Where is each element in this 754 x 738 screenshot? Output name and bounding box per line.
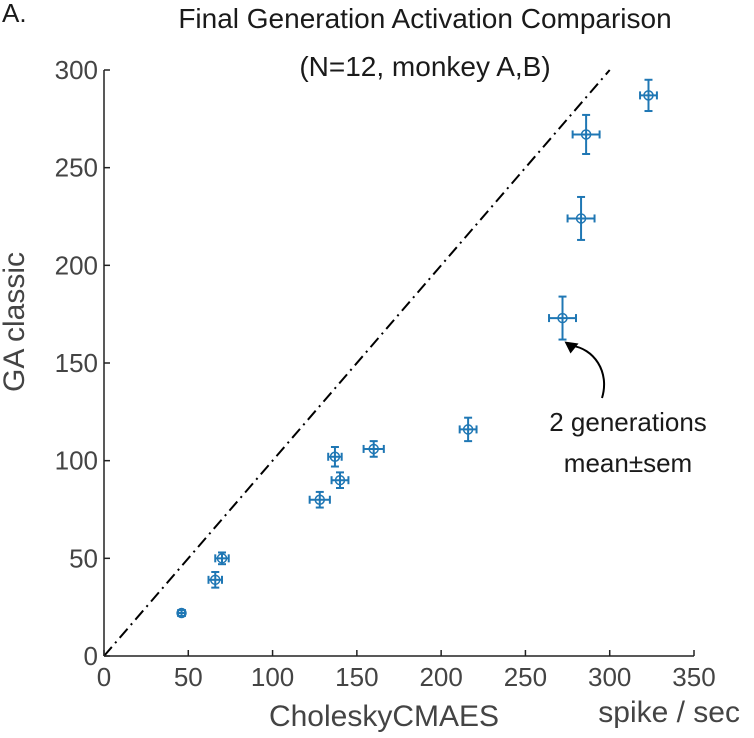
annotation-line-1: 2 generations <box>549 407 707 437</box>
point-marker <box>462 424 474 435</box>
annotation-line-2: mean±sem <box>564 448 692 478</box>
point-marker <box>210 574 221 586</box>
reference-line <box>103 69 611 657</box>
data-point <box>458 416 478 443</box>
data-point <box>362 440 385 458</box>
panel-label: A. <box>2 0 27 28</box>
data-point <box>327 445 343 468</box>
point-marker <box>580 129 592 140</box>
y-tick-label: 50 <box>69 543 98 573</box>
axes: 0 50 100 150 200 250 300 350 0 50 100 150 200 250 300 <box>55 55 716 692</box>
x-tick-label: 100 <box>251 662 294 692</box>
data-points <box>176 78 658 619</box>
annotation-arrowhead <box>564 341 579 354</box>
data-point <box>571 113 601 155</box>
point-marker <box>314 494 326 505</box>
y-tick-label: 200 <box>55 250 98 280</box>
data-point <box>207 571 223 589</box>
annotation-arrow <box>570 344 605 399</box>
x-tick-label: 0 <box>97 662 111 692</box>
x-tick-label: 300 <box>588 662 631 692</box>
y-tick-label: 100 <box>55 446 98 476</box>
annotation: 2 generations mean±sem <box>549 341 707 478</box>
y-axis-label: GA classic <box>0 252 31 392</box>
data-point <box>548 295 577 341</box>
point-marker <box>643 90 654 101</box>
x-axis-label: CholeskyCMAES <box>269 700 499 733</box>
chart-subtitle: (N=12, monkey A,B) <box>299 51 550 82</box>
point-marker <box>334 474 346 486</box>
point-marker <box>176 607 187 619</box>
y-tick-label: 150 <box>55 348 98 378</box>
data-point <box>308 490 331 509</box>
x-tick-label: 200 <box>419 662 462 692</box>
y-tick-label: 0 <box>84 641 98 671</box>
point-marker <box>575 213 587 224</box>
y-tick-label: 300 <box>55 55 98 85</box>
data-point <box>330 471 350 490</box>
x-tick-label: 250 <box>504 662 547 692</box>
data-point <box>566 195 596 241</box>
x-tick-label: 150 <box>335 662 378 692</box>
point-marker <box>557 312 568 324</box>
identity-reference-line <box>103 69 611 657</box>
point-marker <box>329 451 341 463</box>
x-tick-label: 50 <box>174 662 203 692</box>
data-point <box>214 551 230 566</box>
point-marker <box>368 443 379 455</box>
data-point <box>176 607 187 619</box>
point-marker <box>216 553 228 564</box>
unit-label: spike / sec <box>598 696 740 729</box>
chart-title: Final Generation Activation Comparison <box>178 3 671 34</box>
y-tick-label: 250 <box>55 153 98 183</box>
x-tick-label: 350 <box>672 662 715 692</box>
data-point <box>639 78 658 113</box>
